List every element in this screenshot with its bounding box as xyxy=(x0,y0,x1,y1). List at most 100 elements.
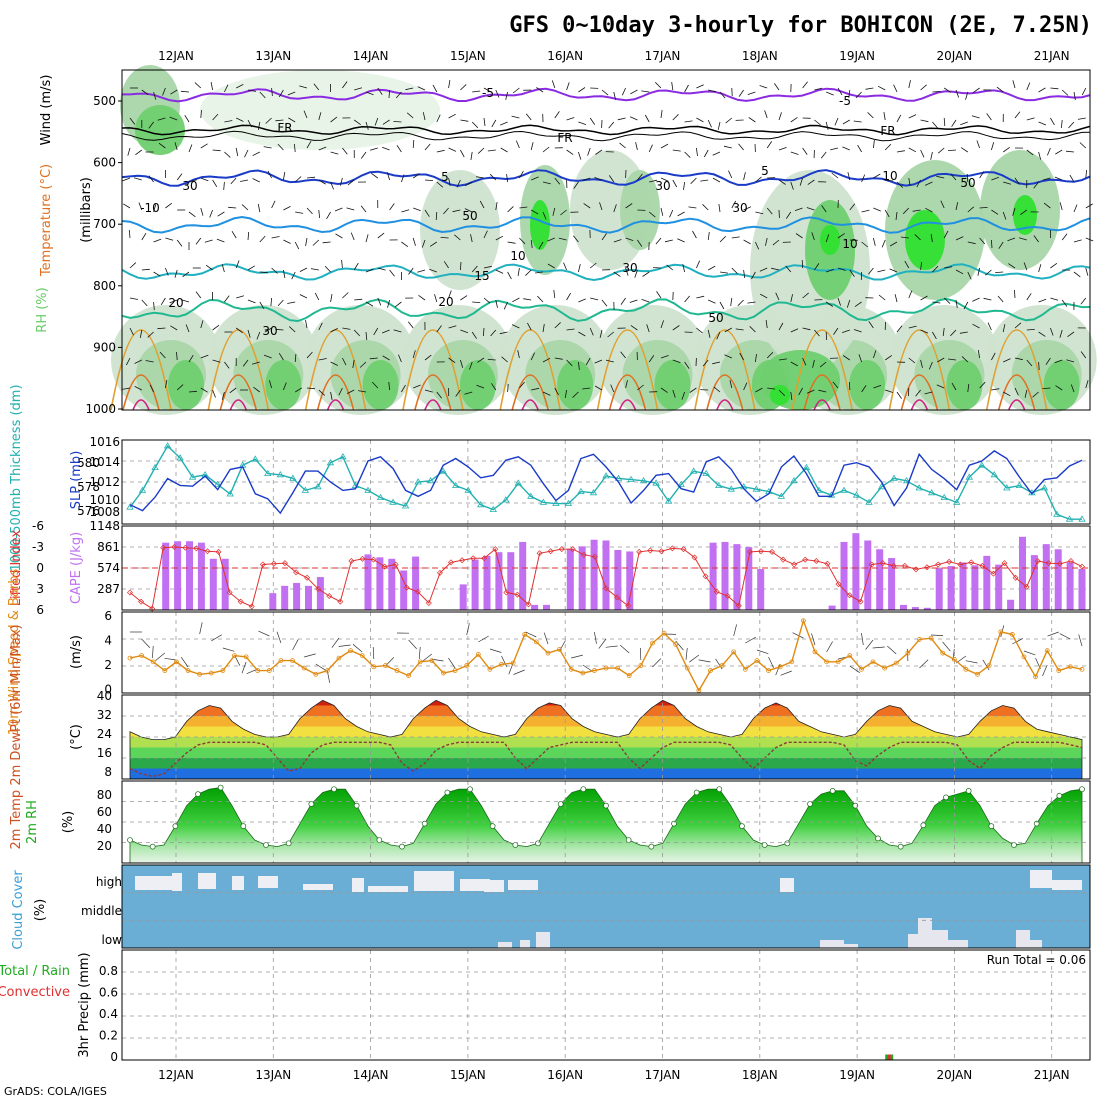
cape-bar xyxy=(186,541,193,610)
lifted-index-point xyxy=(757,548,764,555)
precip-legend-total: Total / Rain xyxy=(0,964,70,979)
wind-barb xyxy=(1066,359,1075,363)
thickness-series-point xyxy=(188,473,197,480)
wind-barb xyxy=(1073,271,1081,278)
wind-barb xyxy=(641,299,650,303)
lifted-index-point xyxy=(492,546,499,553)
thickness-series-point xyxy=(289,474,297,481)
lifted-index-point xyxy=(459,557,466,564)
lifted-index-point xyxy=(304,574,311,581)
wind-barb xyxy=(1026,149,1034,156)
wind-barb xyxy=(424,354,432,361)
wind-barb xyxy=(814,119,821,126)
wind-barb xyxy=(335,233,343,239)
cape-bar xyxy=(578,546,586,610)
wind-barb xyxy=(224,295,230,303)
wind-barb xyxy=(1026,329,1035,331)
cape-bar xyxy=(305,585,312,610)
wind-barb xyxy=(448,290,452,299)
wind-barb xyxy=(200,320,204,329)
wind-barb xyxy=(814,87,823,91)
wind10-series-point xyxy=(1079,666,1085,672)
precip-tick: 0 xyxy=(110,1050,118,1064)
precip-tick: 0.2 xyxy=(99,1029,118,1043)
lifted-index-point xyxy=(924,564,931,571)
rh2m-point xyxy=(421,820,428,827)
lifted-index-point xyxy=(525,601,532,608)
wind-barb xyxy=(517,350,520,359)
wind-barb-10m xyxy=(768,656,774,669)
wind-barb xyxy=(630,89,638,95)
wind-barb xyxy=(230,177,237,185)
temp-contour-minus5 xyxy=(122,87,1091,103)
wind-barb xyxy=(798,387,803,396)
wind-barb xyxy=(842,146,850,151)
wind10-series-point xyxy=(127,655,133,661)
lifted-index-point xyxy=(780,556,787,563)
wind-barb xyxy=(955,202,959,211)
wind-barb xyxy=(790,181,794,190)
wind10-series-point xyxy=(499,661,504,667)
wind-barb xyxy=(837,297,841,306)
rh2m-point xyxy=(172,823,179,829)
cape-bar xyxy=(174,541,182,610)
wind-barb xyxy=(572,391,579,398)
wind-barb xyxy=(235,147,239,156)
wind-barb xyxy=(358,390,367,393)
wind-barb xyxy=(531,387,540,391)
wind-barb xyxy=(877,269,886,273)
wind-barb xyxy=(806,207,815,211)
lifted-index-point xyxy=(392,561,399,568)
wind-barb xyxy=(306,387,316,390)
wind-barb xyxy=(976,140,980,149)
wind-barb xyxy=(963,301,969,310)
wind-barb xyxy=(519,206,528,209)
wind-barb xyxy=(743,206,752,211)
wind-barb xyxy=(995,271,1004,273)
wind-barb xyxy=(369,147,378,151)
wind-barb xyxy=(629,116,638,121)
wind-barb xyxy=(696,84,704,89)
wind-barb xyxy=(212,324,220,331)
wind-barb xyxy=(436,114,441,123)
wind-barb xyxy=(896,114,902,123)
rh2m-point xyxy=(331,786,337,793)
wind-barb xyxy=(610,384,615,393)
wind-barb xyxy=(873,350,877,359)
wind-barb xyxy=(747,91,756,95)
wind-barb xyxy=(669,209,674,218)
wind-barb xyxy=(517,267,520,276)
wind-barb xyxy=(523,298,532,301)
wind-barb xyxy=(294,241,300,250)
temp-contour-30 xyxy=(414,374,452,411)
wind10-series-point xyxy=(1067,664,1073,670)
wind-barb xyxy=(299,294,308,299)
wind-barb xyxy=(271,200,276,209)
cape-bar xyxy=(876,549,884,610)
rh2m-point xyxy=(240,823,247,829)
temp-contour-25 xyxy=(110,329,172,411)
wind10-series-point xyxy=(197,671,203,677)
wind-barb xyxy=(283,239,291,244)
lifted-index-point xyxy=(226,589,233,596)
rh2m-frame xyxy=(121,780,1091,864)
wind-barb xyxy=(464,208,473,213)
wind-barb-10m xyxy=(352,644,363,653)
lifted-index-point xyxy=(127,589,133,596)
precip-panel: 0.8 0.6 0.4 0.2 0 Run Total = 0.06 Total / Rai… xyxy=(0,949,1091,1064)
wind10-series-point xyxy=(208,670,214,676)
wind-barb xyxy=(181,299,190,303)
temp2m-tick: 16 xyxy=(97,746,112,760)
wind-barb xyxy=(873,237,876,246)
cape-bar xyxy=(495,552,503,610)
wind-barb xyxy=(594,385,603,391)
wind-barb-10m xyxy=(258,630,270,637)
wind-barb xyxy=(594,359,603,364)
wind-barb xyxy=(688,206,697,209)
wind-barb xyxy=(501,356,508,363)
wind-barb xyxy=(672,179,678,188)
wind10-series-point xyxy=(243,654,249,660)
wind-barb xyxy=(755,211,764,215)
wind-barb xyxy=(908,114,917,119)
wind-barb xyxy=(542,324,545,333)
